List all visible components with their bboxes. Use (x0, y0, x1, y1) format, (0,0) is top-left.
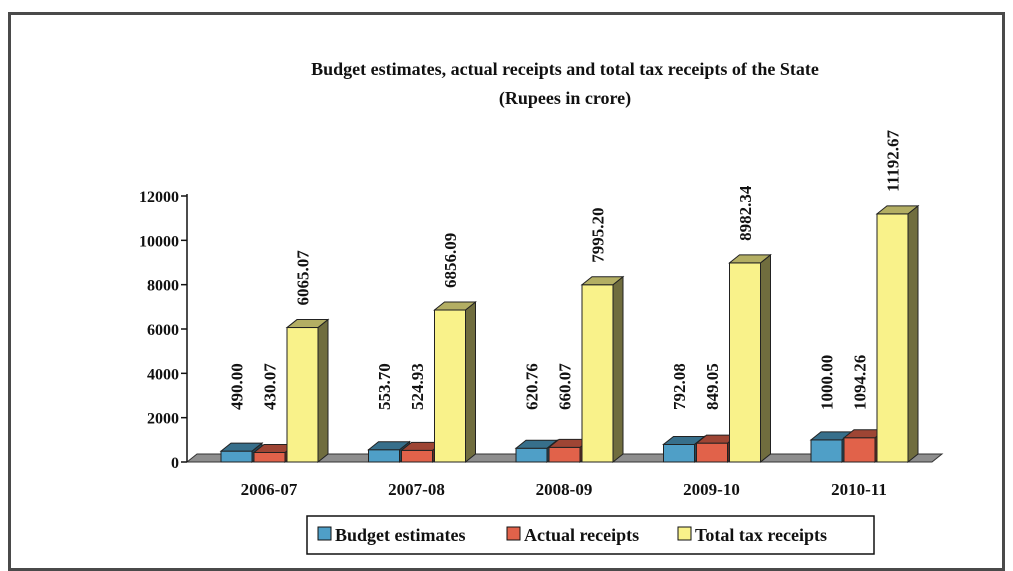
data-label: 792.08 (670, 363, 689, 410)
bar-front (876, 213, 909, 463)
bar-front (220, 450, 253, 463)
chart-frame (8, 12, 1005, 571)
bar (285, 318, 330, 464)
bar-top (875, 205, 920, 215)
bar-front (663, 443, 695, 463)
y-tick-label: 12000 (139, 189, 179, 206)
bar-side (465, 300, 476, 464)
y-tick-label: 6000 (147, 322, 179, 339)
x-category-label: 2007-08 (388, 480, 445, 499)
bar-top (728, 254, 772, 264)
data-label: 11192.67 (884, 130, 903, 192)
legend-label: Actual receipts (524, 525, 639, 545)
bar-front (515, 447, 548, 463)
bar-side (760, 253, 771, 464)
bars-group (219, 204, 920, 464)
data-label: 1094.26 (851, 355, 870, 410)
legend: Budget estimates Actual receipts Total tax… (306, 515, 875, 555)
data-label: 7995.20 (589, 208, 608, 263)
x-category-label: 2006-07 (241, 480, 298, 499)
bar-top (367, 441, 411, 451)
x-category-label: 2010-11 (831, 480, 887, 499)
y-tick-label: 0 (171, 455, 179, 472)
data-label: 620.76 (523, 363, 542, 410)
data-label: 660.07 (556, 363, 575, 410)
legend-box (306, 515, 875, 555)
data-label: 8982.34 (736, 185, 755, 241)
bar-top (514, 439, 559, 449)
data-labels-group: 490.00 430.07 6065.07 553.70 524.93 6856.09 62… (228, 130, 903, 410)
data-label: 553.70 (375, 363, 394, 410)
bar-side (317, 318, 329, 464)
y-tick-label: 4000 (147, 366, 179, 383)
y-tick-label: 8000 (147, 278, 179, 295)
bar-front (548, 446, 581, 463)
bar-top (219, 442, 264, 452)
bar-front (696, 442, 728, 463)
data-label: 524.93 (408, 363, 427, 410)
bar-front (810, 439, 843, 463)
legend-item: Actual receipts (506, 525, 639, 545)
legend-swatch (506, 526, 521, 541)
y-axis: 0 2000 4000 6000 8000 10000 12000 (139, 189, 188, 472)
y-tick-label: 10000 (139, 233, 179, 250)
bar (580, 275, 625, 464)
legend-swatch (677, 526, 692, 541)
bar-front (729, 262, 761, 463)
data-label: 849.05 (703, 363, 722, 410)
bar (433, 300, 477, 464)
bar-front (843, 437, 876, 463)
bar-side (612, 275, 624, 464)
bar-side (907, 204, 919, 464)
data-label: 6856.09 (441, 233, 460, 288)
bar-front (253, 451, 286, 463)
data-label: 430.07 (261, 363, 280, 410)
x-category-label: 2009-10 (683, 480, 740, 499)
data-label: 490.00 (228, 363, 247, 410)
legend-swatch (317, 526, 332, 541)
data-label: 1000.00 (818, 355, 837, 410)
bar-front (581, 284, 614, 463)
x-axis-labels: 2006-07 2007-08 2008-09 2009-10 2010-11 (241, 480, 887, 499)
legend-item: Budget estimates (317, 525, 465, 545)
bar-front (286, 327, 319, 463)
bar-top (580, 276, 625, 286)
legend-label: Total tax receipts (695, 525, 827, 545)
bar-front (434, 309, 466, 463)
chart-subtitle: (Rupees in crore) (499, 88, 631, 109)
x-category-label: 2008-09 (536, 480, 593, 499)
bar-front (368, 449, 400, 463)
chart-title: Budget estimates, actual receipts and to… (311, 59, 819, 79)
bar-front (401, 449, 433, 463)
bar (875, 204, 920, 464)
y-tick-label: 2000 (147, 411, 179, 428)
legend-item: Total tax receipts (677, 525, 827, 545)
bar-top (433, 301, 477, 311)
bar (728, 253, 772, 464)
bar-top (285, 319, 330, 329)
data-label: 6065.07 (294, 250, 313, 306)
legend-label: Budget estimates (335, 525, 465, 545)
